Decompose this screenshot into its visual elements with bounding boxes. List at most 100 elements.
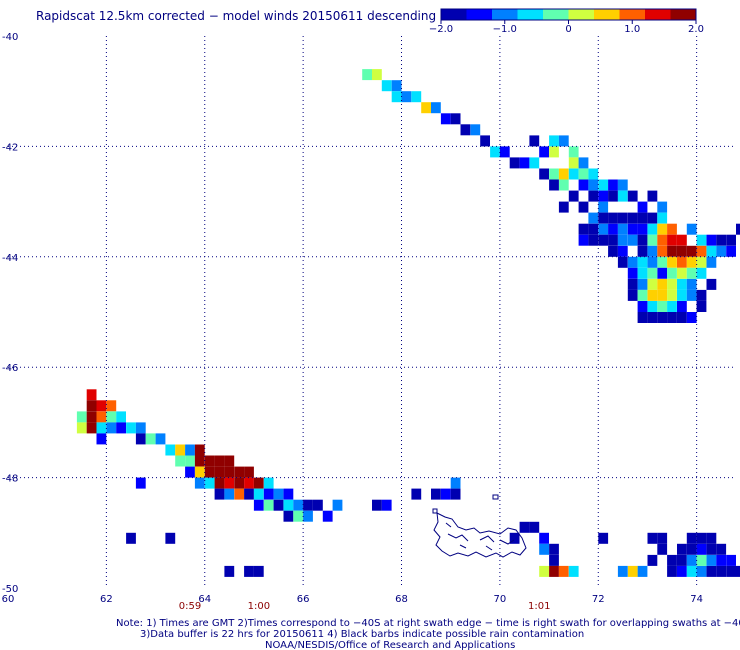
- colorbar-segment: [517, 9, 544, 20]
- wind-diff-cell: [657, 234, 668, 246]
- wind-diff-cell: [627, 256, 638, 268]
- wind-diff-cell: [696, 234, 707, 246]
- wind-diff-cell: [263, 499, 274, 511]
- wind-diff-cell: [617, 234, 628, 246]
- wind-diff-cell: [598, 201, 609, 213]
- wind-diff-cell: [86, 389, 97, 401]
- wind-diff-cell: [558, 168, 569, 180]
- wind-diff-cell: [204, 477, 215, 489]
- wind-diff-cell: [617, 179, 628, 191]
- wind-diff-cell: [706, 565, 717, 577]
- wind-diff-cell: [637, 267, 648, 279]
- wind-diff-cell: [686, 312, 697, 323]
- colorbar-segment: [568, 9, 595, 20]
- wind-diff-cell: [372, 69, 382, 81]
- wind-diff-cell: [411, 91, 422, 103]
- island-outline: [433, 512, 527, 558]
- wind-diff-cell: [549, 135, 559, 147]
- wind-diff-cell: [667, 554, 677, 566]
- wind-diff-cell: [391, 91, 402, 103]
- wind-diff-cell: [293, 510, 304, 522]
- wind-diff-cell: [568, 146, 579, 158]
- wind-diff-cell: [529, 135, 540, 147]
- wind-diff-cell: [253, 565, 264, 577]
- wind-diff-cell: [126, 422, 136, 434]
- wind-diff-cell: [234, 466, 245, 478]
- wind-diff-cell: [175, 455, 185, 467]
- wind-diff-cell: [549, 179, 559, 191]
- wind-diff-cell: [224, 466, 235, 478]
- wind-diff-cell: [214, 466, 225, 478]
- wind-diff-cell: [116, 411, 126, 423]
- wind-diff-cell: [214, 455, 225, 467]
- wind-diff-cell: [667, 301, 677, 312]
- wind-diff-cell: [696, 543, 707, 555]
- wind-diff-cell: [106, 400, 117, 412]
- wind-diff-cell: [608, 245, 618, 257]
- wind-diff-cell: [480, 135, 490, 147]
- wind-diff-cell: [578, 223, 589, 235]
- wind-diff-cell: [617, 565, 628, 577]
- wind-diff-cell: [283, 488, 294, 500]
- wind-diff-cell: [303, 499, 313, 511]
- wind-diff-cell: [499, 146, 510, 158]
- wind-diff-cell: [253, 499, 264, 511]
- y-tick-label: -42: [2, 142, 18, 153]
- wind-diff-cell: [244, 488, 254, 500]
- wind-diff-cell: [194, 455, 205, 467]
- wind-diff-cell: [647, 234, 658, 246]
- wind-diff-cell: [558, 179, 569, 191]
- wind-diff-cell: [106, 411, 117, 423]
- wind-diff-cell: [637, 301, 648, 312]
- wind-diff-cell: [637, 223, 648, 235]
- swath-time-label: 1:01: [528, 601, 550, 612]
- wind-diff-cell: [372, 499, 382, 511]
- wind-diff-cell: [677, 245, 687, 257]
- wind-diff-cell: [539, 168, 549, 180]
- wind-diff-cell: [637, 201, 648, 213]
- wind-diff-cell: [96, 400, 107, 412]
- wind-diff-cell: [401, 91, 412, 103]
- colorbar-segment: [543, 9, 569, 20]
- island-speck: [492, 494, 499, 500]
- wind-diff-cell: [657, 201, 668, 213]
- wind-diff-cell: [578, 179, 589, 191]
- wind-diff-cell: [165, 532, 176, 544]
- wind-diff-cell: [86, 411, 97, 423]
- wind-diff-cell: [204, 466, 215, 478]
- wind-diff-cell: [155, 433, 166, 445]
- wind-diff-cell: [677, 301, 687, 312]
- wind-diff-cell: [549, 146, 559, 158]
- wind-diff-cell: [696, 532, 707, 544]
- wind-diff-cell: [273, 488, 284, 500]
- lat-lon-grid: [8, 36, 736, 588]
- wind-diff-cell: [421, 102, 431, 114]
- swath-time-label: 0:59: [179, 601, 201, 612]
- wind-diff-cell: [667, 256, 677, 268]
- wind-diff-cell: [706, 532, 717, 544]
- wind-diff-cell: [686, 223, 697, 235]
- wind-diff-cell: [608, 234, 618, 246]
- wind-diff-cell: [667, 267, 677, 279]
- x-tick-label: 70: [494, 594, 507, 605]
- wind-diff-cell: [558, 135, 569, 147]
- wind-diff-cell: [726, 554, 736, 566]
- wind-diff-cell: [86, 422, 97, 434]
- wind-diff-cell: [686, 565, 697, 577]
- wind-diff-cell: [588, 168, 599, 180]
- x-tick-label: 60: [2, 594, 15, 605]
- wind-diff-cell: [96, 433, 107, 445]
- wind-diff-cell: [588, 179, 599, 191]
- y-axis-ticks: -40 -42 -44 -46 -48 -50: [2, 32, 18, 595]
- wind-diff-cell: [578, 168, 589, 180]
- wind-diff-cell: [539, 543, 549, 555]
- wind-diff-cell: [696, 256, 707, 268]
- wind-diff-cell: [716, 543, 727, 555]
- wind-diff-cell: [185, 466, 195, 478]
- wind-diff-cell: [677, 234, 687, 246]
- wind-diff-cell: [470, 124, 481, 136]
- wind-diff-cell: [234, 488, 245, 500]
- wind-diff-cell: [549, 168, 559, 180]
- wind-diff-cell: [657, 532, 668, 544]
